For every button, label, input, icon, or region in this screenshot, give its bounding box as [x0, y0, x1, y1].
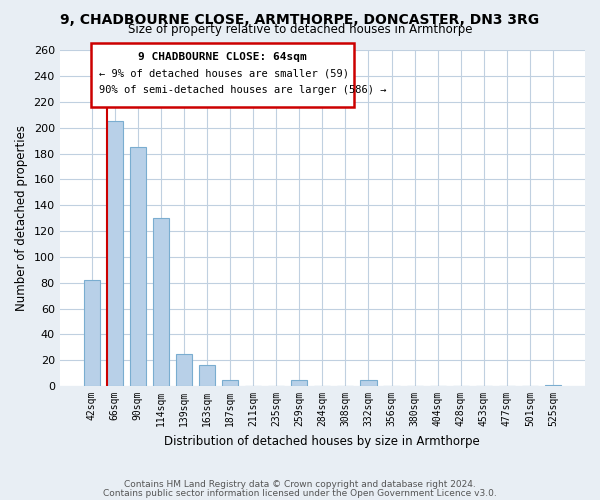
Bar	[153, 218, 169, 386]
Text: 9 CHADBOURNE CLOSE: 64sqm: 9 CHADBOURNE CLOSE: 64sqm	[138, 52, 307, 62]
FancyBboxPatch shape	[91, 44, 354, 108]
Y-axis label: Number of detached properties: Number of detached properties	[15, 125, 28, 311]
Text: ← 9% of detached houses are smaller (59): ← 9% of detached houses are smaller (59)	[99, 68, 349, 78]
Text: Size of property relative to detached houses in Armthorpe: Size of property relative to detached ho…	[128, 22, 472, 36]
Text: 9, CHADBOURNE CLOSE, ARMTHORPE, DONCASTER, DN3 3RG: 9, CHADBOURNE CLOSE, ARMTHORPE, DONCASTE…	[61, 12, 539, 26]
Bar	[176, 354, 192, 386]
Bar	[130, 147, 146, 386]
Bar	[222, 380, 238, 386]
Bar	[199, 366, 215, 386]
Bar	[545, 385, 561, 386]
Bar	[291, 380, 307, 386]
X-axis label: Distribution of detached houses by size in Armthorpe: Distribution of detached houses by size …	[164, 434, 480, 448]
Bar	[361, 380, 377, 386]
Text: Contains public sector information licensed under the Open Government Licence v3: Contains public sector information licen…	[103, 488, 497, 498]
Text: Contains HM Land Registry data © Crown copyright and database right 2024.: Contains HM Land Registry data © Crown c…	[124, 480, 476, 489]
Bar	[107, 121, 123, 386]
Text: 90% of semi-detached houses are larger (586) →: 90% of semi-detached houses are larger (…	[99, 86, 386, 96]
Bar	[83, 280, 100, 386]
